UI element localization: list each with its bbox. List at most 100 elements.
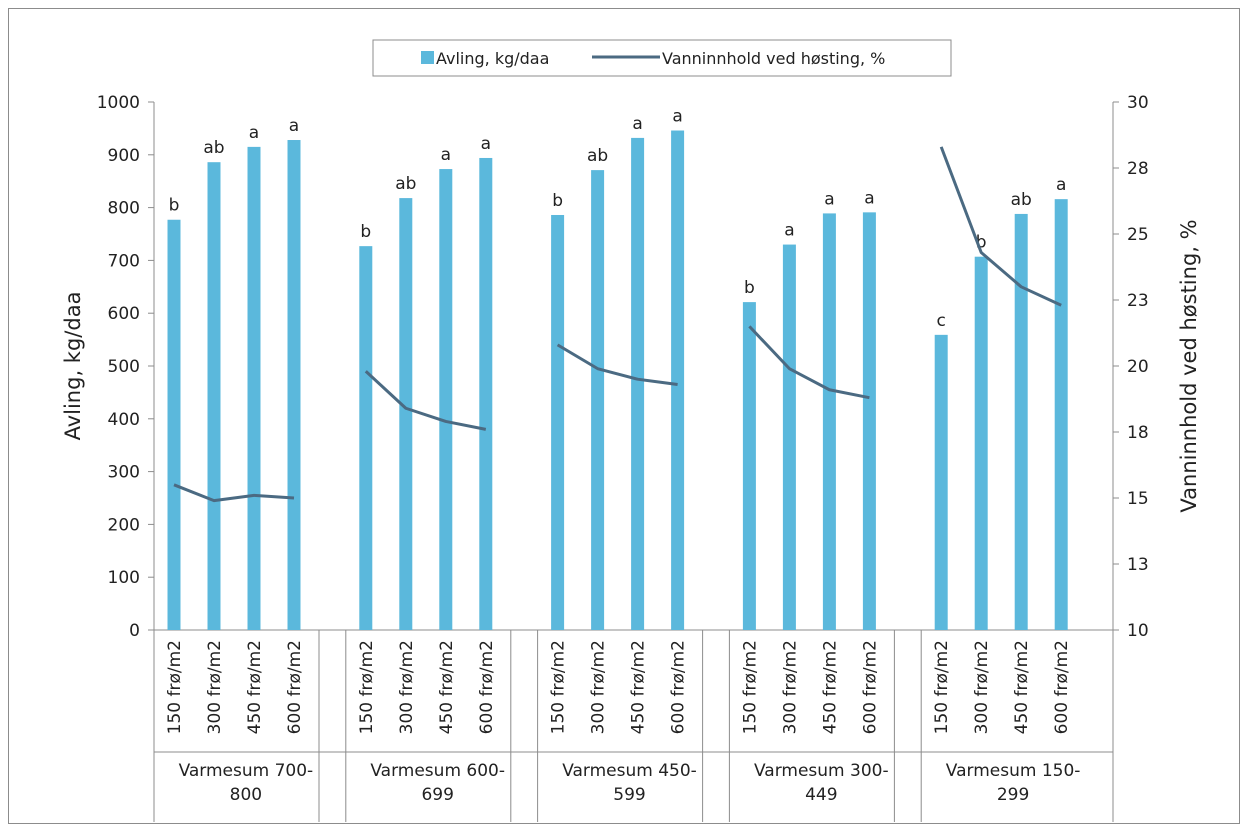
bar <box>934 334 948 630</box>
bar-letter-label: a <box>289 116 299 136</box>
bar <box>631 137 645 631</box>
bar <box>862 212 876 631</box>
bar <box>399 198 413 630</box>
y-right-tick-label: 30 <box>1127 93 1149 113</box>
x-tick-label: 150 frø/m2 <box>165 640 185 734</box>
y-left-tick-label: 800 <box>108 199 140 219</box>
y-right-title: Vanninnhold ved høsting, % <box>1177 219 1201 512</box>
x-tick-label: 150 frø/m2 <box>932 640 952 734</box>
y-right-tick-label: 20 <box>1127 357 1149 377</box>
y-right-tick-label: 28 <box>1127 159 1149 179</box>
y-left-tick-label: 600 <box>108 304 140 324</box>
bar <box>207 162 221 630</box>
x-tick-label: 300 frø/m2 <box>205 640 225 734</box>
y-left-tick-label: 1000 <box>97 93 140 113</box>
bar-letter-label: c <box>937 311 946 331</box>
line-series <box>173 483 295 503</box>
x-tick-label: 150 frø/m2 <box>357 640 377 734</box>
group-label-line1: Varmesum 600- <box>370 761 505 781</box>
y-right-tick-label: 18 <box>1127 423 1149 443</box>
bar <box>359 246 373 631</box>
y-left-tick-label: 200 <box>108 515 140 535</box>
bar-letter-label: b <box>744 278 755 298</box>
bar <box>287 140 301 631</box>
bar <box>671 130 685 630</box>
x-tick-label: 600 frø/m2 <box>669 640 689 734</box>
y-left-tick-label: 700 <box>108 251 140 271</box>
bar-letter-label: a <box>249 123 259 143</box>
x-tick-label: 300 frø/m2 <box>397 640 417 734</box>
bar-letter-label: a <box>864 188 874 208</box>
x-tick-label: 300 frø/m2 <box>972 640 992 734</box>
bar <box>782 244 796 630</box>
bar-letter-label: a <box>481 134 491 154</box>
bar <box>974 256 988 630</box>
y-left-tick-label: 100 <box>108 568 140 588</box>
bar-letter-label: ab <box>395 174 416 194</box>
group-label-line2: 599 <box>613 785 645 805</box>
line-series <box>939 146 1062 307</box>
y-right-tick-label: 10 <box>1127 621 1149 641</box>
x-tick-label: 450 frø/m2 <box>1012 640 1032 734</box>
group-label-line2: 299 <box>997 785 1029 805</box>
bar <box>822 213 836 630</box>
bar <box>1054 199 1068 631</box>
bar-letter-label: a <box>1056 175 1066 195</box>
group-label-line2: 449 <box>805 785 837 805</box>
bar <box>1014 213 1028 630</box>
bar <box>167 219 181 630</box>
legend-box <box>372 39 952 77</box>
bar-letter-label: ab <box>203 138 224 158</box>
y-left-tick-label: 400 <box>108 410 140 430</box>
bar <box>247 146 261 630</box>
line-series <box>364 370 487 431</box>
x-tick-label: 300 frø/m2 <box>780 640 800 734</box>
x-tick-label: 150 frø/m2 <box>740 640 760 734</box>
bar-letter-label: a <box>784 221 794 241</box>
y-left-tick-label: 300 <box>108 463 140 483</box>
y-right-tick-label: 15 <box>1127 489 1149 509</box>
chart-frame <box>8 8 1240 824</box>
y-right-tick-label: 25 <box>1127 225 1149 245</box>
bar-letter-label: ab <box>1011 190 1032 210</box>
y-right-tick-label: 13 <box>1127 555 1149 575</box>
bar-letter-label: b <box>976 233 987 253</box>
y-left-tick-label: 500 <box>108 357 140 377</box>
bar-letter-label: a <box>824 189 834 209</box>
x-tick-label: 450 frø/m2 <box>820 640 840 734</box>
group-label-line2: 699 <box>421 785 453 805</box>
bar <box>742 302 756 630</box>
legend-line-label: Vanninnhold ved høsting, % <box>662 49 885 68</box>
y-left-title: Avling, kg/daa <box>61 292 85 441</box>
group-label-line1: Varmesum 450- <box>562 761 697 781</box>
y-left-tick-label: 0 <box>129 621 140 641</box>
group-label-line2: 800 <box>230 785 262 805</box>
legend-bar-swatch <box>421 51 434 64</box>
x-tick-label: 600 frø/m2 <box>285 640 305 734</box>
x-tick-label: 600 frø/m2 <box>1052 640 1072 734</box>
line-series <box>748 325 870 400</box>
bar-letter-label: b <box>360 222 371 242</box>
bar-letter-label: a <box>441 145 451 165</box>
x-tick-label: 600 frø/m2 <box>860 640 880 734</box>
bar-letter-label: a <box>632 114 642 134</box>
x-tick-label: 600 frø/m2 <box>477 640 497 734</box>
bar <box>439 169 453 630</box>
x-tick-label: 450 frø/m2 <box>629 640 649 734</box>
bar-letter-label: b <box>552 191 563 211</box>
group-label-line1: Varmesum 700- <box>179 761 314 781</box>
x-tick-label: 300 frø/m2 <box>589 640 609 734</box>
bar <box>591 170 605 630</box>
y-right-tick-label: 23 <box>1127 291 1149 311</box>
group-label-line1: Varmesum 150- <box>946 761 1081 781</box>
legend-bar-label: Avling, kg/daa <box>436 49 549 68</box>
bar-letter-label: b <box>169 196 180 216</box>
bar-letter-label: ab <box>587 146 608 166</box>
bar <box>551 214 565 630</box>
x-tick-label: 150 frø/m2 <box>549 640 569 734</box>
line-series <box>556 343 678 386</box>
bar-letter-label: a <box>672 107 682 127</box>
x-tick-label: 450 frø/m2 <box>245 640 265 734</box>
x-tick-label: 450 frø/m2 <box>437 640 457 734</box>
bar <box>479 157 493 630</box>
